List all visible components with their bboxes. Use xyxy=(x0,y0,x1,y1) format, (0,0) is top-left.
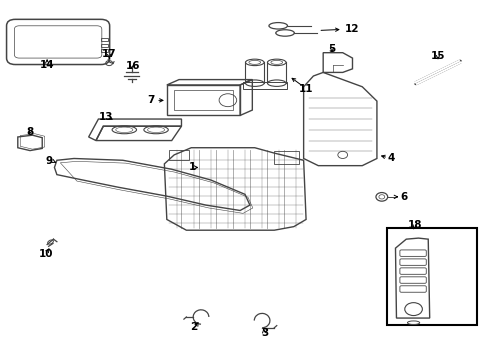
Text: 11: 11 xyxy=(299,84,313,94)
Text: 1: 1 xyxy=(189,162,196,172)
Bar xyxy=(101,49,108,52)
Text: 16: 16 xyxy=(125,61,140,71)
Text: 10: 10 xyxy=(39,248,53,258)
Text: 7: 7 xyxy=(147,95,155,105)
Text: 5: 5 xyxy=(328,44,336,54)
Bar xyxy=(167,85,240,116)
Text: 9: 9 xyxy=(45,156,52,166)
Text: 2: 2 xyxy=(190,322,197,332)
Text: 4: 4 xyxy=(388,153,395,163)
Bar xyxy=(274,151,299,164)
Bar xyxy=(101,39,108,41)
Text: 18: 18 xyxy=(408,220,422,230)
Bar xyxy=(387,228,477,325)
Text: 15: 15 xyxy=(431,51,445,61)
Text: 6: 6 xyxy=(400,192,407,202)
Text: 13: 13 xyxy=(98,112,113,122)
Text: 17: 17 xyxy=(102,49,117,59)
Text: 14: 14 xyxy=(40,60,54,70)
Bar xyxy=(101,44,108,46)
Bar xyxy=(169,149,189,160)
Text: 8: 8 xyxy=(26,127,34,136)
Bar xyxy=(243,82,287,89)
Text: 12: 12 xyxy=(345,24,360,35)
Text: 3: 3 xyxy=(261,328,268,338)
Bar xyxy=(174,90,233,110)
